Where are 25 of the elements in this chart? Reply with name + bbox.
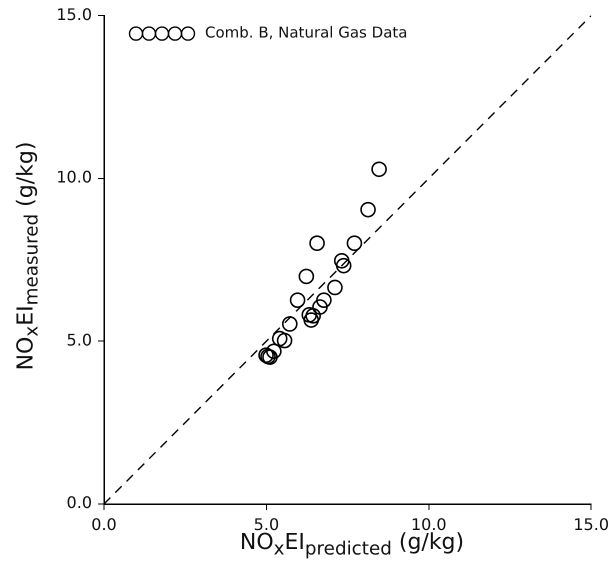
point (327, 280, 343, 296)
point (276, 332, 292, 348)
point (316, 292, 332, 308)
y-tick-label: 15.0 (56, 4, 92, 24)
point (336, 258, 352, 274)
point (371, 161, 387, 178)
point (312, 299, 328, 315)
point (290, 292, 306, 308)
x-tick-label: 15.0 (573, 514, 609, 534)
point (272, 330, 288, 346)
y-tick-label: 5.0 (66, 330, 92, 350)
point (346, 235, 362, 251)
point (282, 316, 298, 332)
legend-label: Comb. B, Natural Gas Data (205, 23, 408, 42)
point (360, 202, 376, 218)
y-tick-label: 0.0 (66, 493, 92, 512)
point (301, 307, 318, 323)
point (334, 252, 350, 269)
y-tick-label: 10.0 (56, 168, 92, 187)
point (303, 312, 320, 328)
point (298, 268, 314, 284)
point (266, 343, 282, 360)
point (309, 235, 325, 251)
point (305, 308, 321, 324)
x-tick-label: 0.0 (91, 514, 117, 534)
